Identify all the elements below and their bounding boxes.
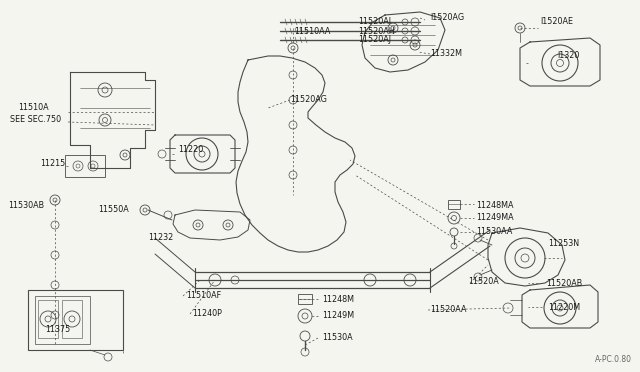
Bar [65, 155, 105, 177]
Text: 11520AI: 11520AI [358, 17, 391, 26]
Text: 11510AF: 11510AF [186, 292, 221, 301]
Text: 11530AB: 11530AB [8, 201, 44, 209]
Text: SEE SEC.750: SEE SEC.750 [10, 115, 61, 125]
Text: 11248MA: 11248MA [476, 201, 513, 209]
Text: 11332M: 11332M [430, 49, 462, 58]
Bar [298, 294, 312, 304]
Text: 11232: 11232 [148, 234, 173, 243]
Text: 11249MA: 11249MA [476, 214, 514, 222]
Text: 11249M: 11249M [322, 311, 354, 321]
Text: 11520AH: 11520AH [358, 26, 395, 35]
Bar [35, 296, 90, 344]
Text: 11375: 11375 [45, 326, 70, 334]
Text: 11520A: 11520A [468, 278, 499, 286]
Text: 11510AA: 11510AA [294, 28, 330, 36]
Bar [38, 300, 58, 338]
Text: 11530AA: 11530AA [476, 227, 513, 235]
Text: l1520AE: l1520AE [540, 17, 573, 26]
Text: 11520AA: 11520AA [430, 305, 467, 314]
Text: 11240P: 11240P [192, 308, 222, 317]
Text: 11520AJ: 11520AJ [358, 35, 391, 45]
Text: 11220M: 11220M [548, 302, 580, 311]
Text: 11220: 11220 [178, 145, 204, 154]
Text: 11510A: 11510A [18, 103, 49, 112]
Text: 11550A: 11550A [98, 205, 129, 215]
Text: 11215: 11215 [40, 158, 65, 167]
Bar [28, 290, 123, 350]
Text: 11530A: 11530A [322, 334, 353, 343]
Text: l1320: l1320 [557, 51, 579, 60]
Text: 11520AB: 11520AB [546, 279, 582, 288]
Text: 11248M: 11248M [322, 295, 354, 305]
Text: A-PC.0.80: A-PC.0.80 [595, 355, 632, 364]
Text: l1520AG: l1520AG [430, 13, 464, 22]
Bar [62, 300, 82, 338]
Bar [448, 200, 460, 209]
Text: 11253N: 11253N [548, 238, 579, 247]
Text: 11520AG: 11520AG [290, 96, 327, 105]
